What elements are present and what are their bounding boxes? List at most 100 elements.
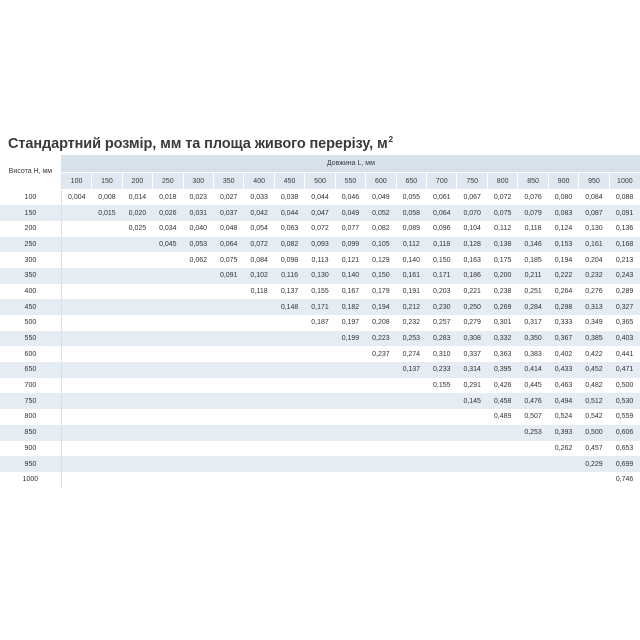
- area-cell: 0,145: [456, 393, 488, 410]
- area-cell: [304, 440, 336, 457]
- area-cell: 0,402: [548, 346, 579, 363]
- column-header: 300: [182, 172, 214, 189]
- row-header-cell: 800: [0, 409, 62, 425]
- area-cell: 0,175: [487, 252, 518, 268]
- area-cell: [335, 377, 366, 394]
- area-cell: 0,091: [213, 267, 244, 284]
- area-cell: 0,471: [609, 362, 640, 378]
- area-cell: 0,298: [548, 299, 579, 315]
- area-cell: 0,213: [609, 252, 640, 268]
- area-cell: 0,194: [548, 252, 579, 268]
- area-cell: [152, 330, 184, 347]
- area-cell: [91, 409, 123, 425]
- area-cell: [456, 456, 488, 472]
- area-cell: [274, 440, 305, 457]
- area-cell: 0,482: [578, 377, 610, 394]
- area-cell: 0,089: [396, 220, 427, 237]
- area-cell: [213, 393, 244, 410]
- column-header: 150: [91, 172, 123, 189]
- area-cell: [243, 440, 275, 457]
- area-cell: [152, 252, 184, 268]
- table-row: 650 0,137 0,233 0,314 0,395 0,414 0,433 0,452 0,…: [0, 362, 640, 378]
- area-cell: 0,025: [122, 220, 153, 237]
- area-cell: 0,284: [517, 299, 549, 315]
- row-header-cell: 550: [0, 330, 62, 347]
- area-cell: 0,327: [609, 299, 640, 315]
- area-cell: [122, 393, 153, 410]
- area-cell: [304, 346, 336, 363]
- area-cell: 0,014: [122, 189, 153, 206]
- area-cell: [396, 393, 427, 410]
- area-cell: [91, 471, 123, 488]
- area-cell: 0,054: [243, 220, 275, 237]
- area-cell: [122, 440, 153, 457]
- area-cell: 0,264: [548, 283, 579, 300]
- area-cell: [487, 424, 518, 441]
- area-cell: 0,500: [578, 424, 610, 441]
- area-cell: 0,191: [396, 283, 427, 300]
- area-cell: 0,237: [365, 346, 397, 363]
- table-row: 750 0,145 0,458 0,476 0,494 0,512 0,530: [0, 393, 640, 410]
- area-cell: [152, 299, 184, 315]
- title-text: Стандартний розмір, мм та площа живого п…: [8, 136, 388, 152]
- area-cell: [91, 456, 123, 472]
- area-cell: [243, 315, 275, 331]
- area-cell: 0,118: [517, 220, 549, 237]
- area-cell: 0,082: [365, 220, 397, 237]
- area-cell: [91, 252, 123, 268]
- area-cell: [396, 471, 427, 488]
- area-cell: 0,212: [396, 299, 427, 315]
- area-cell: [426, 409, 457, 425]
- area-cell: [426, 471, 457, 488]
- area-cell: 0,155: [304, 283, 336, 300]
- area-cell: 0,232: [578, 267, 610, 284]
- area-cell: [122, 252, 153, 268]
- area-cell: 0,150: [426, 252, 457, 268]
- area-cell: [183, 409, 214, 425]
- area-cell: [243, 424, 275, 441]
- area-cell: [183, 346, 214, 363]
- table-row: 300 0,062 0,075 0,084 0,098 0,113 0,121 0,129 0,…: [0, 252, 640, 268]
- area-cell: 0,197: [335, 315, 366, 331]
- area-cell: 0,426: [487, 377, 518, 394]
- area-cell: 0,163: [456, 252, 488, 268]
- area-cell: 0,116: [274, 267, 305, 284]
- area-cell: 0,445: [517, 377, 549, 394]
- area-cell: [213, 377, 244, 394]
- area-cell: [243, 377, 275, 394]
- area-cell: 0,091: [609, 205, 640, 221]
- area-cell: 0,363: [487, 346, 518, 363]
- area-cell: [152, 377, 184, 394]
- area-cell: 0,084: [578, 189, 610, 206]
- area-cell: [91, 393, 123, 410]
- table-row: 100 0,004 0,008 0,014 0,018 0,023 0,027 0,033 0,…: [0, 189, 640, 206]
- area-cell: 0,221: [456, 283, 488, 300]
- area-cell: 0,075: [213, 252, 244, 268]
- area-cell: [517, 471, 549, 488]
- area-cell: [213, 299, 244, 315]
- area-cell: [243, 471, 275, 488]
- area-cell: 0,385: [578, 330, 610, 347]
- area-cell: [456, 409, 488, 425]
- area-cell: [548, 471, 579, 488]
- area-cell: [61, 377, 92, 394]
- area-cell: [61, 471, 92, 488]
- area-cell: 0,222: [548, 267, 579, 284]
- area-cell: [152, 440, 184, 457]
- area-cell: 0,015: [91, 205, 123, 221]
- area-cell: [396, 409, 427, 425]
- area-cell: [274, 362, 305, 378]
- area-cell: 0,233: [426, 362, 457, 378]
- area-cell: [274, 346, 305, 363]
- area-cell: 0,606: [609, 424, 640, 441]
- area-cell: [213, 409, 244, 425]
- area-cell: 0,040: [183, 220, 214, 237]
- area-cell: 0,317: [517, 315, 549, 331]
- area-cell: 0,129: [365, 252, 397, 268]
- row-header-cell: 900: [0, 440, 62, 457]
- area-cell: 0,044: [304, 189, 336, 206]
- area-cell: 0,137: [396, 362, 427, 378]
- area-cell: [396, 440, 427, 457]
- area-cell: [274, 377, 305, 394]
- area-cell: 0,422: [578, 346, 610, 363]
